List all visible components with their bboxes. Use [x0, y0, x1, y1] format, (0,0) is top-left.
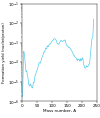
Y-axis label: Formation yield (nuclei/proton): Formation yield (nuclei/proton) — [2, 22, 6, 83]
X-axis label: Mass number, A: Mass number, A — [43, 109, 76, 113]
